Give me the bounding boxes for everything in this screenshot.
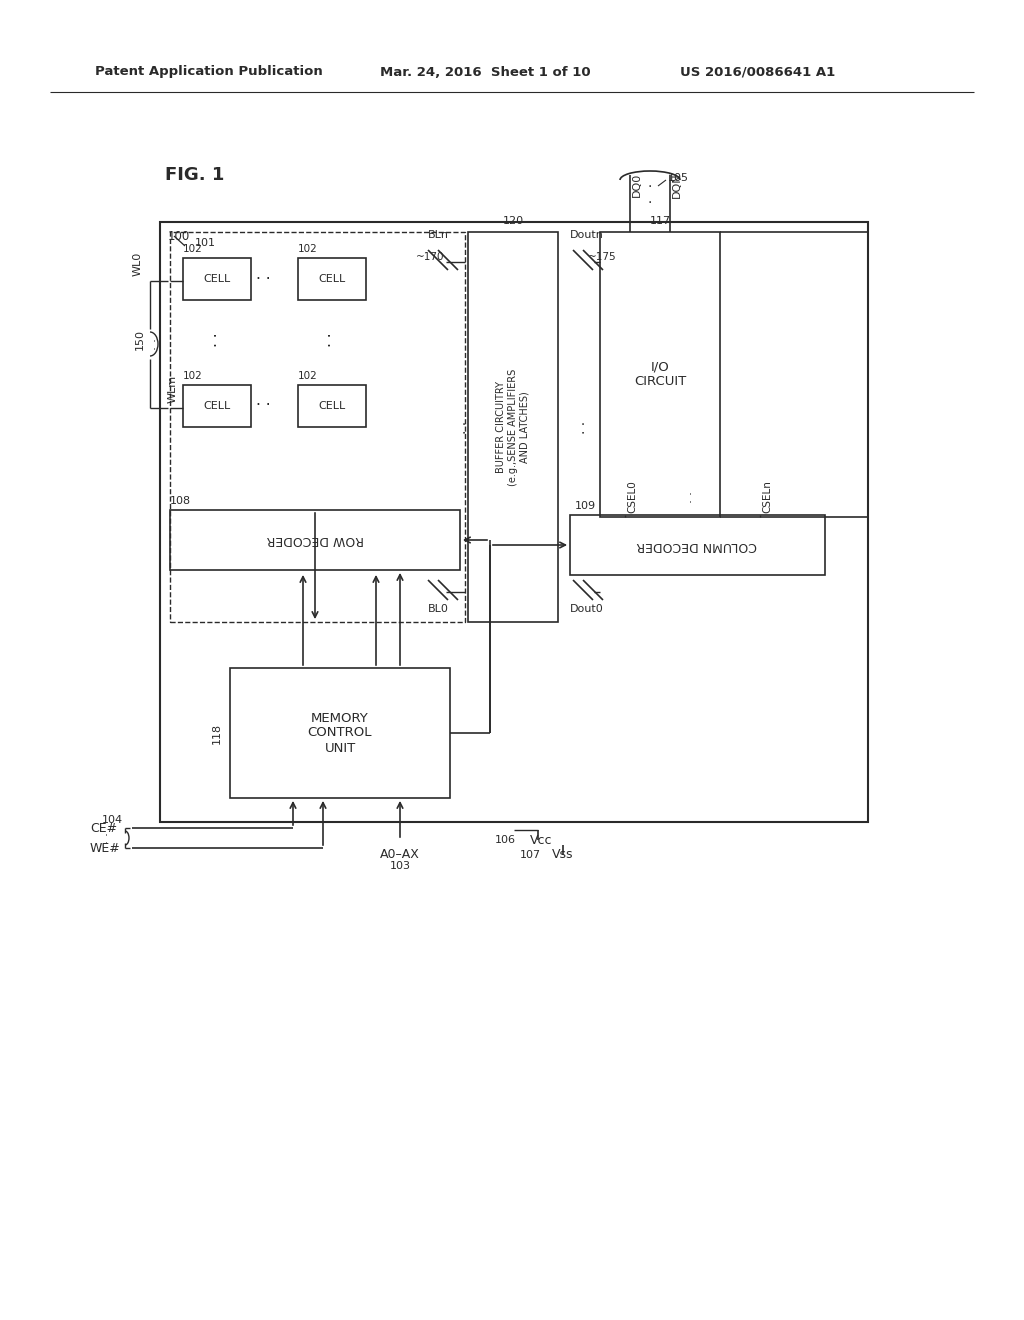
Text: Patent Application Publication: Patent Application Publication — [95, 66, 323, 78]
Text: · ·: · · — [685, 491, 698, 503]
Text: 102: 102 — [298, 371, 317, 381]
Text: CE#: CE# — [90, 821, 117, 834]
Text: · ·: · · — [459, 421, 473, 433]
Text: · ·: · · — [150, 338, 163, 350]
Text: CSELn: CSELn — [762, 480, 772, 513]
Text: 105: 105 — [668, 173, 689, 183]
Text: · ·: · · — [256, 272, 270, 286]
Text: · ·: · · — [578, 421, 592, 433]
Text: ·
·: · · — [648, 180, 652, 210]
Text: 150: 150 — [135, 330, 145, 351]
Bar — [183, 385, 251, 426]
Bar — [468, 232, 558, 622]
Text: WL0: WL0 — [133, 252, 143, 276]
Text: CSEL0: CSEL0 — [627, 480, 637, 513]
Text: CELL: CELL — [204, 401, 230, 411]
Text: Mar. 24, 2016  Sheet 1 of 10: Mar. 24, 2016 Sheet 1 of 10 — [380, 66, 591, 78]
Bar — [298, 257, 366, 300]
Bar — [298, 385, 366, 426]
Bar — [183, 257, 251, 300]
Text: CELL: CELL — [318, 275, 346, 284]
Bar — [570, 515, 825, 576]
Bar — [230, 668, 450, 799]
Text: A0–AX: A0–AX — [380, 847, 420, 861]
Text: Dout0: Dout0 — [570, 605, 604, 614]
Text: MEMORY
CONTROL
UNIT: MEMORY CONTROL UNIT — [308, 711, 373, 755]
Text: 117: 117 — [649, 216, 671, 226]
Text: CELL: CELL — [204, 275, 230, 284]
Text: 107: 107 — [520, 850, 541, 861]
Text: I/O
CIRCUIT: I/O CIRCUIT — [634, 360, 686, 388]
Text: 103: 103 — [389, 861, 411, 871]
Text: · ·: · · — [256, 399, 270, 413]
Text: 102: 102 — [183, 244, 203, 253]
Text: CELL: CELL — [318, 401, 346, 411]
Text: 108: 108 — [170, 496, 191, 506]
Text: BLn: BLn — [428, 230, 449, 240]
Text: 100: 100 — [168, 230, 190, 243]
Text: BL0: BL0 — [428, 605, 449, 614]
Text: COLUMN DECODER: COLUMN DECODER — [637, 539, 758, 552]
Text: 102: 102 — [298, 244, 317, 253]
Text: US 2016/0086641 A1: US 2016/0086641 A1 — [680, 66, 836, 78]
Text: 120: 120 — [503, 216, 523, 226]
Text: 102: 102 — [183, 371, 203, 381]
Text: WE#: WE# — [90, 842, 121, 854]
Text: BUFFER CIRCUITRY
(e.g.,SENSE AMPLIFIERS
AND LATCHES): BUFFER CIRCUITRY (e.g.,SENSE AMPLIFIERS … — [497, 368, 529, 486]
Text: Doutn: Doutn — [570, 230, 604, 240]
Text: ~175: ~175 — [588, 252, 616, 261]
Text: Vcc: Vcc — [530, 833, 553, 846]
Bar — [160, 222, 868, 822]
Bar — [600, 232, 720, 517]
Text: DQN: DQN — [672, 172, 682, 198]
Text: DQ0: DQ0 — [632, 173, 642, 197]
Text: 109: 109 — [575, 502, 596, 511]
Text: 104: 104 — [101, 814, 123, 825]
Text: WLm: WLm — [168, 375, 178, 403]
Text: 106: 106 — [495, 836, 516, 845]
Text: · ·: · · — [210, 333, 224, 347]
Text: · ·: · · — [101, 832, 115, 843]
Bar — [170, 510, 460, 570]
Text: · ·: · · — [325, 333, 340, 347]
Text: ROW DECODER: ROW DECODER — [266, 533, 364, 546]
Text: Vss: Vss — [552, 849, 573, 862]
Text: ~170: ~170 — [416, 252, 444, 261]
Text: 101: 101 — [195, 238, 216, 248]
Bar — [170, 232, 465, 622]
Text: FIG. 1: FIG. 1 — [165, 166, 224, 183]
Text: 118: 118 — [212, 722, 222, 743]
